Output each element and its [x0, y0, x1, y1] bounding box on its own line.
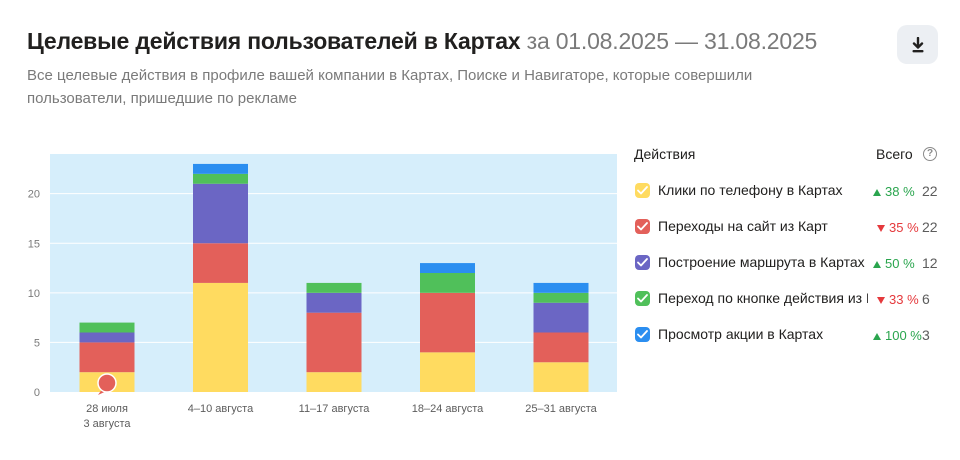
- chart-header: Целевые действия пользователей в Картах …: [27, 26, 887, 110]
- stacked-bar-chart: 0 5 10 15 20 28 июля 3 августа 4–10 августа 11–1…: [28, 154, 617, 430]
- legend-checkbox[interactable]: [635, 327, 650, 342]
- legend-item[interactable]: Просмотр акции в Картах 100 % 3: [634, 324, 944, 346]
- bar-segment[interactable]: [79, 322, 135, 333]
- bar-segment[interactable]: [193, 163, 248, 174]
- legend-item[interactable]: Переход по кнопке действия из Карт 33 %6: [634, 288, 944, 310]
- help-icon[interactable]: ?: [923, 147, 937, 161]
- legend-item[interactable]: Клики по телефону в Картах 38 % 22: [634, 180, 944, 202]
- legend: Действия Всего ? Клики по телефону в Кар…: [634, 144, 944, 343]
- bar-segment[interactable]: [193, 173, 248, 184]
- legend-checkbox[interactable]: [635, 255, 650, 270]
- bar-segment[interactable]: [420, 292, 475, 353]
- arrow-down-icon: [877, 297, 885, 304]
- y-tick-label: 0: [34, 387, 40, 399]
- bar-segment[interactable]: [420, 263, 475, 273]
- legend-col-actions: Действия: [634, 146, 696, 162]
- legend-checkbox[interactable]: [635, 291, 650, 306]
- legend-total: 22: [922, 183, 938, 199]
- check-icon: [637, 222, 648, 231]
- title-period: за 01.08.2025 — 31.08.2025: [526, 28, 818, 54]
- check-icon: [637, 330, 648, 339]
- download-icon: [912, 36, 923, 52]
- period-marker[interactable]: [97, 373, 117, 393]
- bar-segment[interactable]: [420, 273, 475, 293]
- y-tick-label: 20: [28, 189, 40, 201]
- download-button[interactable]: [897, 25, 938, 64]
- legend-label: Построение маршрута в Картах: [658, 254, 865, 270]
- legend-change: 50 %: [870, 256, 915, 271]
- legend-label: Просмотр акции в Картах: [658, 326, 824, 342]
- arrow-down-icon: [877, 225, 885, 232]
- bar-segment[interactable]: [306, 292, 362, 313]
- bar-segment[interactable]: [306, 282, 362, 293]
- legend-total: 3: [922, 327, 930, 343]
- legend-item[interactable]: Построение маршрута в Картах 50 % 12: [634, 252, 944, 274]
- x-tick-label: 4–10 августа: [188, 403, 254, 415]
- legend-col-total: Всего: [876, 146, 913, 162]
- bar-segment[interactable]: [193, 282, 248, 392]
- bar-segment[interactable]: [79, 332, 135, 343]
- title-text: Целевые действия пользователей в Картах: [27, 28, 521, 54]
- y-tick-label: 5: [34, 337, 40, 349]
- check-icon: [637, 294, 648, 303]
- legend-label: Переход по кнопке действия из Карт: [658, 290, 868, 306]
- legend-label: Переходы на сайт из Карт: [658, 218, 828, 234]
- bar-segment[interactable]: [533, 302, 589, 333]
- y-tick-label: 15: [28, 238, 40, 250]
- legend-total: 22: [922, 219, 938, 235]
- bar-segment[interactable]: [533, 292, 589, 303]
- legend-total: 6: [922, 291, 930, 307]
- legend-change: 100 %: [870, 328, 922, 343]
- bar-segment[interactable]: [193, 243, 248, 283]
- x-tick-label: 28 июля: [86, 403, 128, 415]
- chart-title: Целевые действия пользователей в Картах …: [27, 26, 887, 56]
- x-tick-label: 3 августа: [83, 418, 131, 430]
- bar-segment[interactable]: [193, 183, 248, 244]
- legend-header: Действия Всего ?: [634, 144, 944, 164]
- arrow-up-icon: [873, 333, 881, 340]
- arrow-up-icon: [873, 261, 881, 268]
- bar-segment[interactable]: [306, 312, 362, 373]
- x-tick-label: 11–17 августа: [299, 403, 371, 415]
- check-icon: [637, 186, 648, 195]
- legend-change: 38 %: [870, 184, 915, 199]
- bar-segment[interactable]: [79, 342, 135, 373]
- arrow-up-icon: [873, 189, 881, 196]
- legend-label: Клики по телефону в Картах: [658, 182, 843, 198]
- legend-checkbox[interactable]: [635, 183, 650, 198]
- check-icon: [637, 258, 648, 267]
- x-tick-label: 25–31 августа: [525, 403, 597, 415]
- legend-total: 12: [922, 255, 938, 271]
- bar-segment[interactable]: [533, 362, 589, 392]
- bar-segment[interactable]: [533, 282, 589, 293]
- y-tick-label: 10: [28, 288, 40, 300]
- legend-change: 35 %: [874, 220, 919, 235]
- bar-segment[interactable]: [306, 372, 362, 392]
- legend-item[interactable]: Переходы на сайт из Карт 35 % 22: [634, 216, 944, 238]
- bar-segment[interactable]: [420, 352, 475, 392]
- x-tick-label: 18–24 августа: [412, 403, 484, 415]
- legend-change: 33 %: [874, 292, 919, 307]
- bar-segment[interactable]: [533, 332, 589, 363]
- chart-subtitle: Все целевые действия в профиле вашей ком…: [27, 67, 753, 107]
- legend-checkbox[interactable]: [635, 219, 650, 234]
